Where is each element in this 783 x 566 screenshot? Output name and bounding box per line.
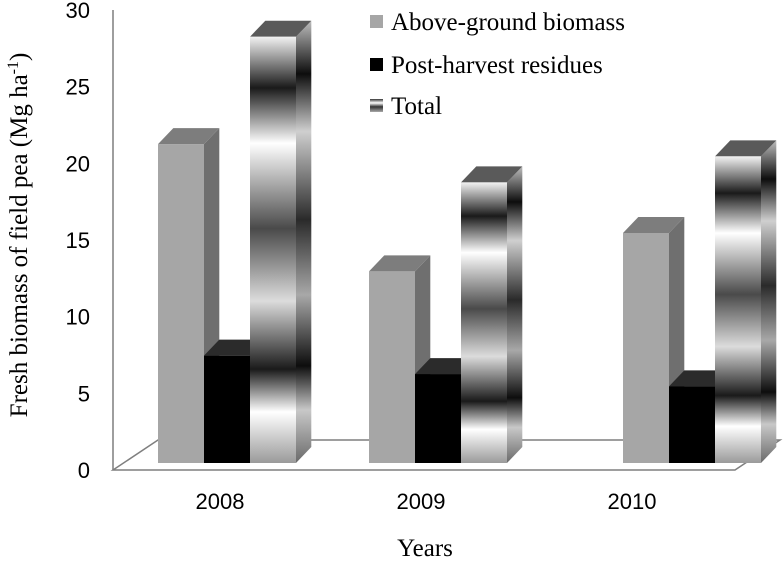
y-tick-label: 20	[66, 151, 90, 176]
y-tick-label: 15	[66, 228, 90, 253]
bar-front	[715, 156, 761, 464]
x-tick-label: 2008	[196, 489, 245, 514]
y-tick-label: 25	[66, 75, 90, 100]
y-tick-label: 0	[78, 458, 90, 483]
bar-front	[250, 36, 296, 463]
y-axis-title-end: )	[6, 53, 33, 61]
bar-front	[204, 355, 250, 463]
legend-swatch-total	[370, 99, 383, 112]
y-axis-title-sup: -1	[5, 61, 22, 74]
bar-top	[250, 20, 312, 37]
y-axis-title-main: Fresh biomass of field pea (Mg ha	[6, 74, 33, 417]
bar-top	[415, 358, 477, 375]
legend: Above-ground biomass Post-harvest residu…	[370, 9, 625, 120]
bar-top	[369, 255, 431, 272]
x-tick-labels: 2008 2009 2010	[196, 489, 657, 514]
bar-top	[204, 339, 266, 356]
y-axis-title: Fresh biomass of field pea (Mg ha-1)	[5, 53, 33, 418]
bar-top	[623, 217, 685, 233]
y-tick-label: 10	[66, 305, 90, 330]
bar-front	[158, 144, 204, 464]
x-tick-label: 2010	[608, 489, 657, 514]
bar-front	[461, 182, 507, 463]
legend-label-post-harvest: Post-harvest residues	[391, 52, 603, 79]
bar-front	[669, 386, 715, 463]
bars	[158, 20, 777, 464]
legend-swatch-above-ground	[370, 15, 383, 28]
y-tick-label: 30	[66, 0, 90, 23]
legend-label-above-ground: Above-ground biomass	[391, 9, 625, 36]
bar-2010-2	[715, 140, 777, 464]
bar-2009-2	[461, 166, 523, 463]
x-axis-title: Years	[397, 535, 453, 562]
bar-side	[296, 20, 312, 463]
legend-label-total: Total	[391, 93, 442, 120]
y-tick-labels: 0 5 10 15 20 25 30	[66, 0, 90, 483]
bar-2008-2	[250, 20, 312, 463]
bar-top	[669, 370, 731, 387]
bar-front	[369, 271, 415, 463]
bar-side	[507, 166, 523, 463]
bar-top	[715, 140, 777, 157]
bar-top	[158, 128, 220, 145]
bar-top	[461, 166, 523, 183]
bar-side	[761, 140, 777, 464]
bar-front	[623, 233, 669, 463]
bar-front	[415, 374, 461, 463]
bar-2009-0	[369, 255, 431, 463]
x-tick-label: 2009	[397, 489, 446, 514]
y-tick-label: 5	[78, 381, 90, 406]
legend-swatch-post-harvest	[370, 58, 383, 71]
